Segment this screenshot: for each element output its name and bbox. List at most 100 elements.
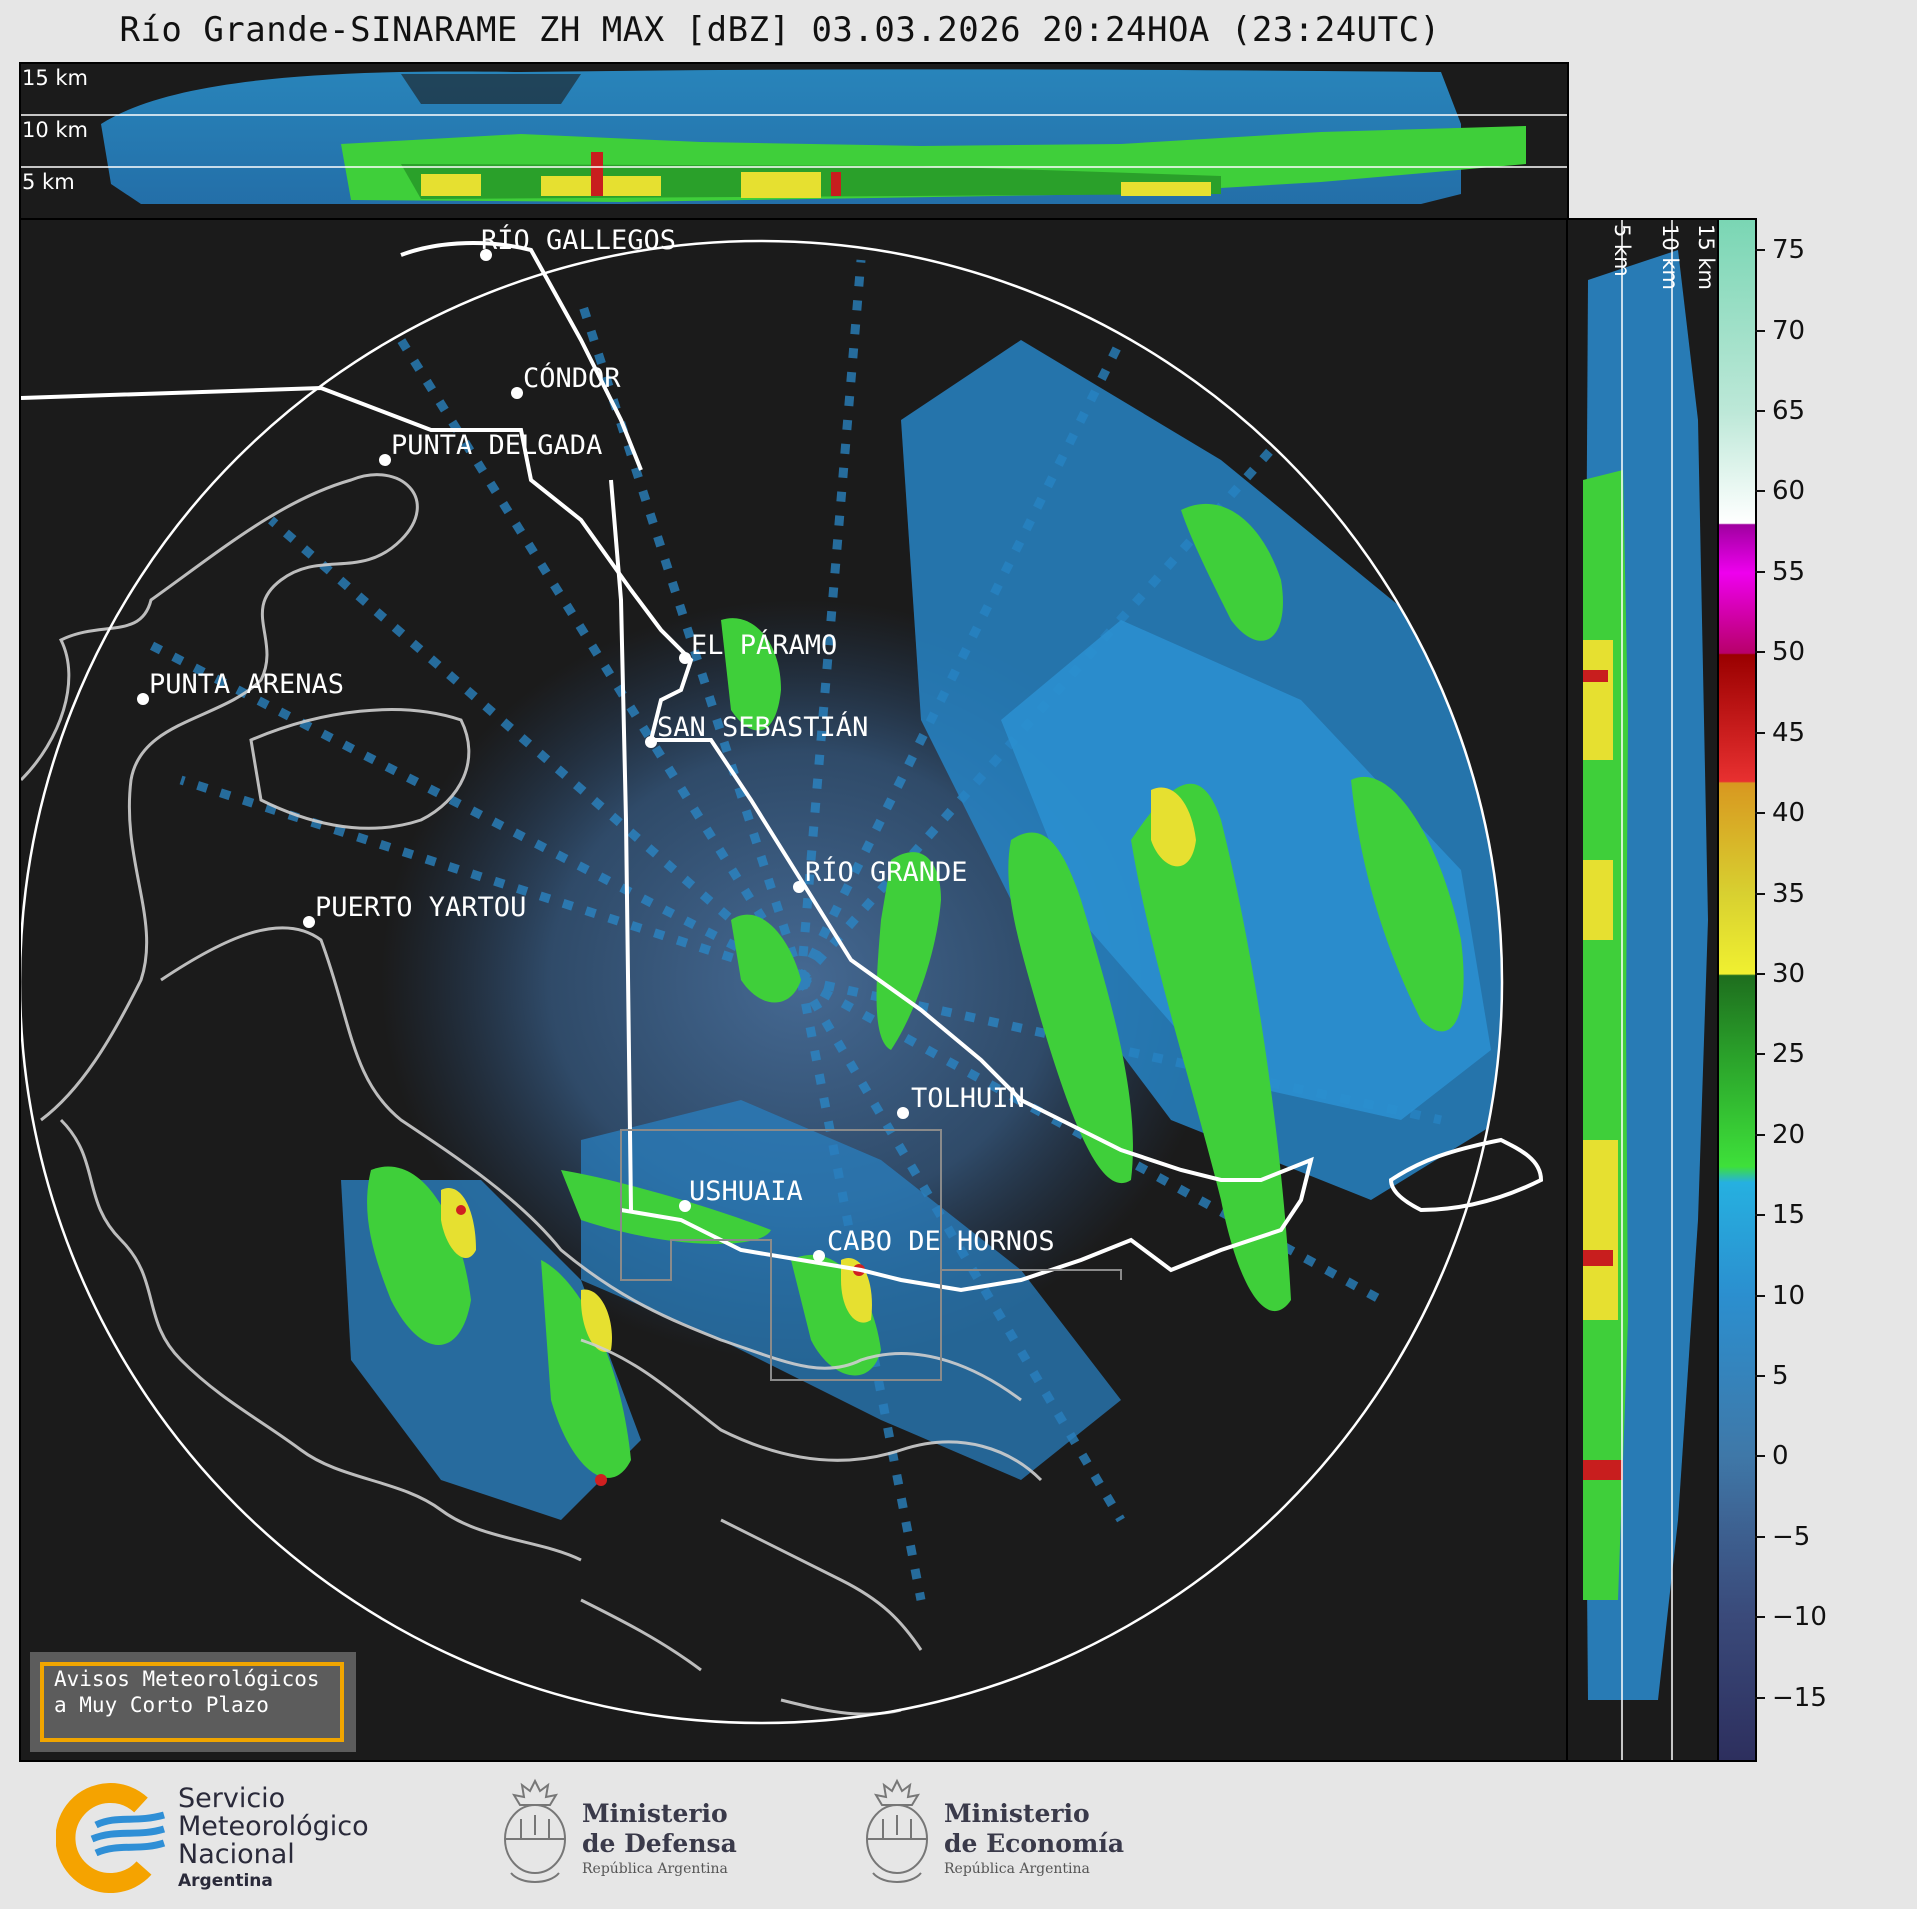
colorbar-tick-mark xyxy=(1755,490,1765,493)
colorbar-tick-label: 25 xyxy=(1772,1039,1806,1070)
city-label: CÓNDOR xyxy=(523,363,621,394)
warning-line-2: a Muy Corto Plazo xyxy=(54,1693,269,1717)
top-echo-yellow-3 xyxy=(741,172,821,198)
city-dot xyxy=(793,881,805,893)
city-dot xyxy=(813,1250,825,1262)
right-echo-yellow-2 xyxy=(1583,860,1613,940)
colorbar-tick-label: 15 xyxy=(1772,1200,1806,1231)
smn-line-1: Servicio xyxy=(178,1783,286,1814)
city-dot xyxy=(679,652,691,664)
colorbar-tick-label: 45 xyxy=(1772,717,1806,748)
colorbar-tick-label: 70 xyxy=(1772,315,1806,346)
coastlines xyxy=(21,473,1043,1716)
top-echo-red-2 xyxy=(831,172,841,196)
echo-green-sw-1 xyxy=(367,1166,471,1345)
city-dot xyxy=(645,736,657,748)
vert-alt-label-15km: 15 km xyxy=(1694,224,1718,291)
radar-map-svg xyxy=(21,239,1544,1725)
inset-box xyxy=(620,1129,942,1381)
smn-line-3: Nacional xyxy=(178,1839,295,1870)
smn-line-4: Argentina xyxy=(178,1871,273,1891)
alt-label-10km: 10 km xyxy=(22,118,89,142)
echo-red-core-2 xyxy=(595,1474,607,1486)
city-label: PUERTO YARTOU xyxy=(315,892,527,923)
city-label: TOLHUIN xyxy=(911,1083,1025,1114)
colorbar-tick-mark xyxy=(1755,892,1765,895)
city-label: EL PÁRAMO xyxy=(691,630,838,661)
defensa-line-3: República Argentina xyxy=(582,1861,728,1877)
colorbar xyxy=(1717,218,1757,1762)
radar-echoes xyxy=(138,259,1502,1601)
echo-red-core-3 xyxy=(456,1205,466,1215)
city-dot xyxy=(480,249,492,261)
colorbar-tick-label: 30 xyxy=(1772,958,1806,989)
right-echo-red-2 xyxy=(1583,1250,1613,1266)
colorbar-tick-mark xyxy=(1755,1616,1765,1619)
smn-logo: Servicio Meteorológico Nacional Argentin… xyxy=(56,1783,396,1893)
city-dot xyxy=(897,1107,909,1119)
colorbar-tick-mark xyxy=(1755,812,1765,815)
colorbar-tick-mark xyxy=(1755,1375,1765,1377)
alt-label-15km: 15 km xyxy=(22,66,89,90)
echo-green-sw-2 xyxy=(541,1260,631,1478)
colorbar-tick-mark xyxy=(1755,1696,1765,1699)
colorbar-tick-label: 50 xyxy=(1772,637,1806,668)
colorbar-tick-label: 55 xyxy=(1772,556,1806,587)
alt-label-5km: 5 km xyxy=(22,170,75,194)
radar-map-panel: RÍO GALLEGOS CÓNDOR PUNTA DELGADA EL PÁRAMO… xyxy=(19,218,1569,1762)
colorbar-tick-mark xyxy=(1755,972,1765,975)
colorbar-tick-label: −15 xyxy=(1772,1682,1827,1713)
right-echo-red-1 xyxy=(1583,1460,1623,1480)
city-label: PUNTA ARENAS xyxy=(149,669,345,700)
colorbar-tick-mark xyxy=(1755,1535,1765,1538)
defensa-logo: Ministerio de Defensa República Argentin… xyxy=(496,1775,756,1895)
city-dot xyxy=(679,1200,691,1212)
colorbar-tick-label: 10 xyxy=(1772,1280,1806,1311)
range-ring xyxy=(21,239,1504,1725)
warning-inner-frame: Avisos Meteorológicos a Muy Corto Plazo xyxy=(40,1662,344,1742)
warning-box[interactable]: Avisos Meteorológicos a Muy Corto Plazo xyxy=(30,1652,356,1752)
top-echo-yellow-1 xyxy=(421,174,481,196)
city-label: RÍO GALLEGOS xyxy=(481,225,677,256)
colorbar-tick-mark xyxy=(1755,249,1765,252)
colorbar-tick-label: 65 xyxy=(1772,396,1806,426)
economia-line-2: de Economía xyxy=(944,1829,1125,1858)
figure-title: Río Grande-SINARAME ZH MAX [dBZ] 03.03.2… xyxy=(119,10,1441,50)
colorbar-tick-label: 60 xyxy=(1772,476,1806,507)
echo-yellow-core-3 xyxy=(841,1258,872,1323)
colorbar-tick-label: 5 xyxy=(1772,1361,1789,1391)
right-echo-yellow-1 xyxy=(1583,640,1613,760)
colorbar-tick-label: 0 xyxy=(1772,1441,1789,1472)
colorbar-tick-mark xyxy=(1755,410,1765,412)
top-echo-yellow-4 xyxy=(1121,182,1211,196)
top-echo-dark-gap xyxy=(401,74,581,104)
colorbar-tick-label: 20 xyxy=(1772,1119,1806,1150)
colorbar-tick-mark xyxy=(1755,1294,1765,1297)
city-label: RÍO GRANDE xyxy=(805,857,968,888)
borders xyxy=(21,241,1544,1293)
top-echo-red-1 xyxy=(591,152,603,196)
warning-line-1: Avisos Meteorológicos xyxy=(54,1667,320,1691)
right-cross-section-svg xyxy=(1583,220,1708,1760)
city-dot xyxy=(303,916,315,928)
inset-box-2 xyxy=(941,1269,1122,1280)
echo-green-ush xyxy=(791,1254,881,1376)
defensa-line-1: Ministerio xyxy=(582,1799,728,1828)
city-dot xyxy=(379,454,391,466)
colorbar-tick-mark xyxy=(1755,1053,1765,1056)
colorbar-tick-mark xyxy=(1755,731,1765,734)
city-dot xyxy=(511,387,523,399)
top-cross-section-svg xyxy=(21,69,1567,204)
city-label: USHUAIA xyxy=(689,1176,803,1207)
colorbar-tick-label: −5 xyxy=(1772,1521,1811,1552)
top-cross-section-panel: 15 km 10 km 5 km xyxy=(19,62,1569,221)
echo-yellow-core-4 xyxy=(581,1289,612,1352)
city-label: CABO DE HORNOS xyxy=(827,1226,1055,1257)
city-label: PUNTA DELGADA xyxy=(391,430,603,461)
echo-yellow-core-1 xyxy=(1151,787,1196,867)
economia-line-1: Ministerio xyxy=(944,1799,1090,1828)
colorbar-tick-mark xyxy=(1755,570,1765,573)
echo-green-band-5 xyxy=(1181,503,1283,641)
echo-blue-east xyxy=(1001,620,1491,1120)
colorbar-tick-label: 75 xyxy=(1772,235,1806,266)
